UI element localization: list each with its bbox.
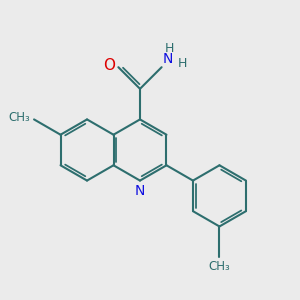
Text: N: N — [163, 52, 173, 66]
Text: O: O — [103, 58, 115, 73]
Text: H: H — [178, 57, 187, 70]
Text: CH₃: CH₃ — [9, 112, 31, 124]
Text: CH₃: CH₃ — [208, 260, 230, 273]
Text: N: N — [135, 184, 145, 198]
Text: H: H — [165, 42, 175, 55]
